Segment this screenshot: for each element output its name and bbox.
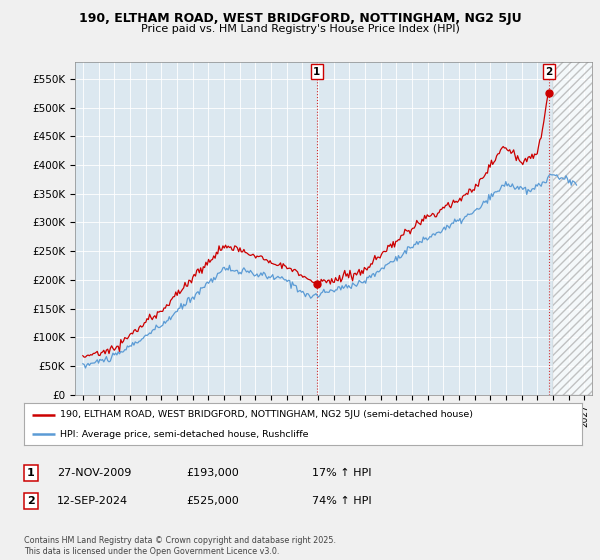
Text: £525,000: £525,000 bbox=[186, 496, 239, 506]
Text: Price paid vs. HM Land Registry's House Price Index (HPI): Price paid vs. HM Land Registry's House … bbox=[140, 24, 460, 34]
Text: £193,000: £193,000 bbox=[186, 468, 239, 478]
Text: 17% ↑ HPI: 17% ↑ HPI bbox=[312, 468, 371, 478]
Text: 2: 2 bbox=[27, 496, 35, 506]
Text: HPI: Average price, semi-detached house, Rushcliffe: HPI: Average price, semi-detached house,… bbox=[60, 430, 309, 439]
Text: 1: 1 bbox=[27, 468, 35, 478]
Text: 190, ELTHAM ROAD, WEST BRIDGFORD, NOTTINGHAM, NG2 5JU (semi-detached house): 190, ELTHAM ROAD, WEST BRIDGFORD, NOTTIN… bbox=[60, 410, 473, 419]
Text: 1: 1 bbox=[313, 67, 320, 77]
Text: 27-NOV-2009: 27-NOV-2009 bbox=[57, 468, 131, 478]
Text: 190, ELTHAM ROAD, WEST BRIDGFORD, NOTTINGHAM, NG2 5JU: 190, ELTHAM ROAD, WEST BRIDGFORD, NOTTIN… bbox=[79, 12, 521, 25]
Text: Contains HM Land Registry data © Crown copyright and database right 2025.
This d: Contains HM Land Registry data © Crown c… bbox=[24, 536, 336, 556]
Text: 74% ↑ HPI: 74% ↑ HPI bbox=[312, 496, 371, 506]
Text: 2: 2 bbox=[545, 67, 552, 77]
Text: 12-SEP-2024: 12-SEP-2024 bbox=[57, 496, 128, 506]
